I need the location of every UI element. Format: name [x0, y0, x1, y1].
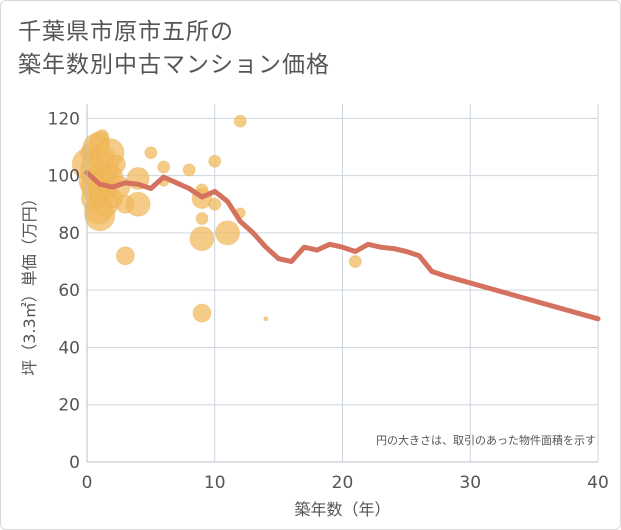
y-tick-label: 0: [69, 453, 80, 473]
bubble-point: [125, 191, 151, 217]
bubble-point: [115, 246, 135, 266]
bubble-point: [233, 114, 247, 128]
bubble-point: [157, 160, 171, 174]
tick-labels: 0 10 20 30 40 0 20 40 60 80 100 120: [48, 109, 609, 493]
bubble-point: [208, 154, 222, 168]
chart-title: 千葉県市原市五所の 築年数別中古マンション価格: [18, 16, 330, 82]
bubble-point: [192, 303, 212, 323]
x-tick-label: 40: [587, 473, 609, 493]
chart-title-line-2: 築年数別中古マンション価格: [18, 52, 330, 78]
chart-title-line-1: 千葉県市原市五所の: [18, 19, 234, 45]
x-axis-title: 築年数（年）: [294, 500, 390, 519]
y-tick-label: 20: [58, 396, 80, 416]
bubbles: [71, 114, 362, 323]
bubble-point: [208, 197, 222, 211]
y-tick-label: 100: [48, 167, 80, 187]
bubble-point: [189, 226, 215, 252]
x-tick-label: 0: [82, 473, 93, 493]
trend-line: [84, 170, 601, 322]
bubble-point: [263, 316, 269, 322]
bubble-point: [348, 255, 362, 269]
y-axis-title: 坪（3.3㎡）単価（万円）: [20, 190, 39, 375]
y-tick-label: 120: [48, 109, 80, 129]
y-tick-label: 40: [58, 338, 80, 358]
y-tick-label: 80: [58, 224, 80, 244]
axes: [86, 104, 598, 463]
x-tick-label: 20: [332, 473, 354, 493]
bubble-point: [182, 163, 196, 177]
bubble-point: [144, 146, 158, 160]
y-tick-label: 60: [58, 281, 80, 301]
bubble-size-note: 円の大きさは、取引のあった物件面積を示す: [376, 433, 596, 447]
x-tick-label: 10: [204, 473, 226, 493]
bubble-point: [195, 212, 209, 226]
x-tick-label: 30: [459, 473, 481, 493]
bubble-point: [215, 220, 241, 246]
bubble-point: [106, 154, 126, 174]
